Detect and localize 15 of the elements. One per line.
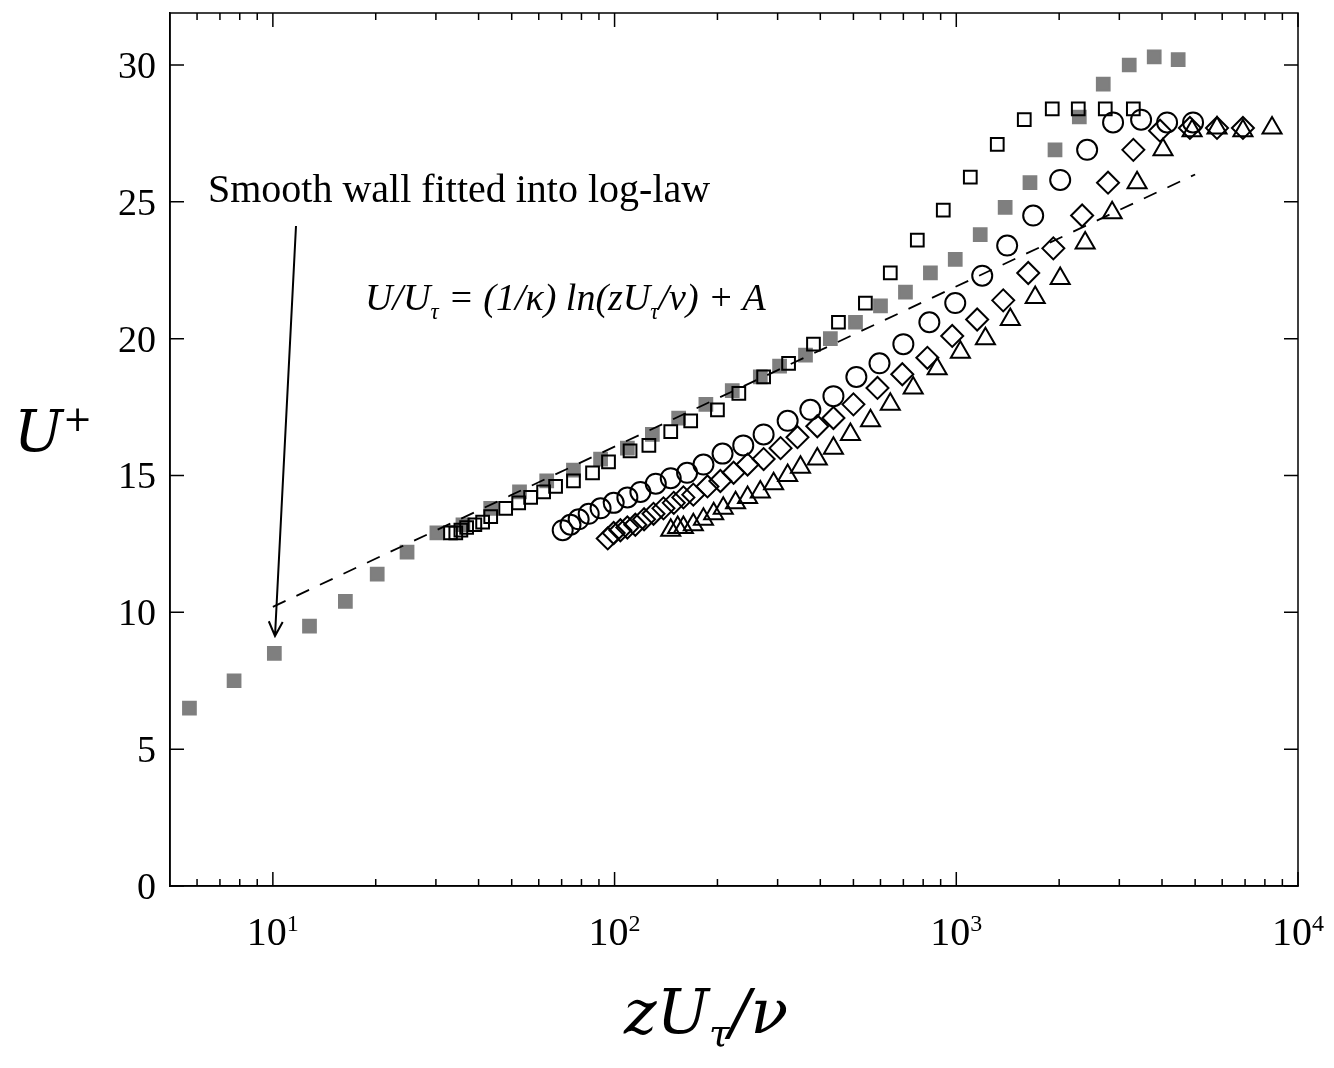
- x-tick-label: 10$^{1}$: [246, 908, 299, 955]
- y-tick-label: 5: [137, 727, 156, 772]
- y-tick-label: 15: [118, 453, 156, 498]
- y-tick-label: 0: [137, 864, 156, 908]
- y-tick-label: 10: [118, 590, 156, 635]
- annotation: U/U$_{τ}$ = (1/κ) ln(zU$_{τ}$/ν) + A: [365, 275, 766, 325]
- y-tick-label: 25: [118, 179, 156, 224]
- x-tick-label: 10$^{2}$: [588, 908, 641, 955]
- x-tick-label: 10$^{3}$: [930, 908, 983, 955]
- annotation: Smooth wall fitted into log-law: [208, 165, 711, 212]
- x-tick-label: 10$^{4}$: [1272, 908, 1324, 955]
- y-tick-label: 20: [118, 316, 156, 361]
- x-axis-title: zU$_{τ}$/ν: [624, 975, 789, 1056]
- y-axis-title: U$^{+}$: [14, 397, 93, 466]
- y-tick-label: 30: [118, 43, 156, 87]
